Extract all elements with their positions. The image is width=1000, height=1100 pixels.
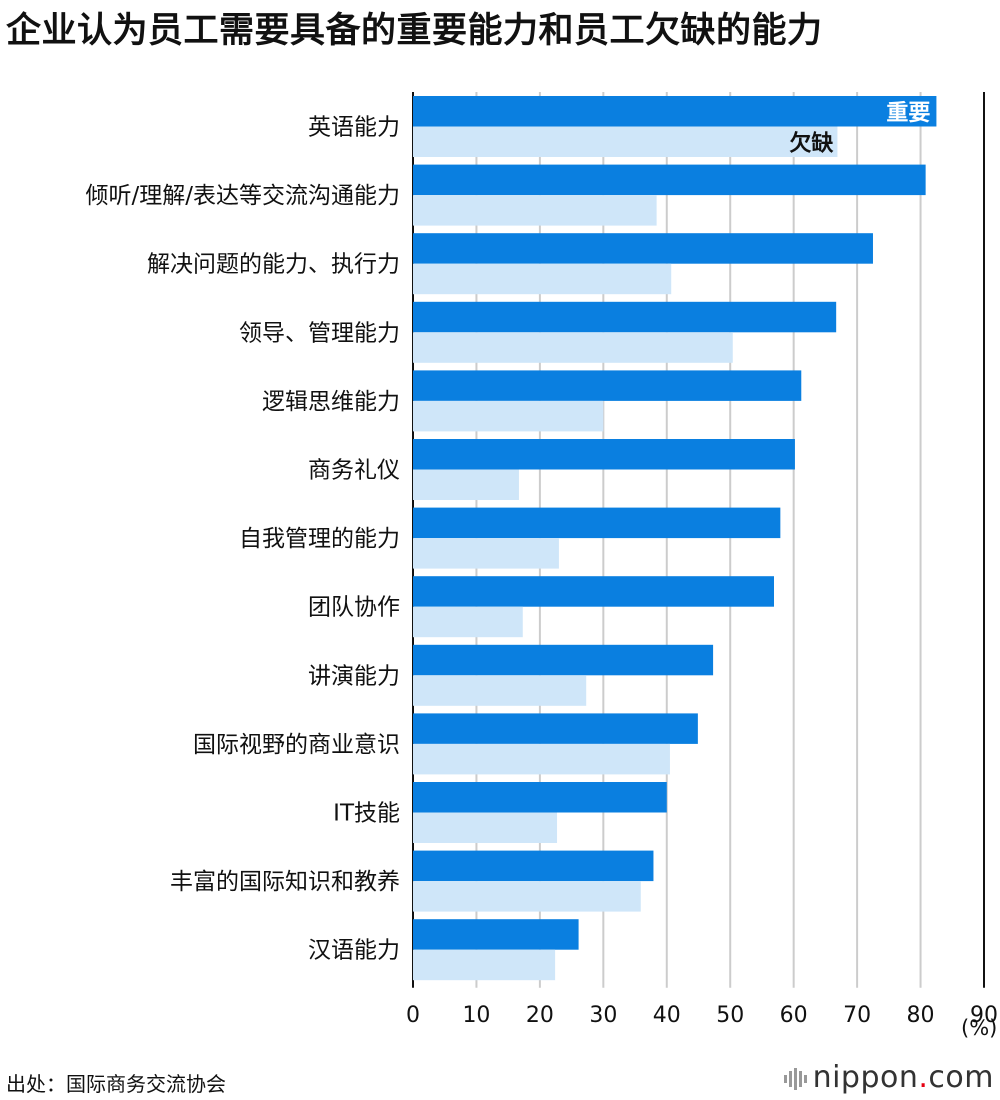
category-label-10: IT技能 — [333, 801, 400, 827]
bar-important-11 — [413, 850, 654, 882]
x-tick-label-50: 50 — [716, 1003, 744, 1028]
chart-title: 企业认为员工需要具备的重要能力和员工欠缺的能力 — [6, 11, 823, 51]
bars — [413, 96, 937, 981]
x-axis-unit: (%) — [961, 1016, 998, 1040]
bar-important-0 — [413, 96, 937, 127]
category-label-7: 团队协作 — [308, 595, 400, 621]
x-tick-label-40: 40 — [653, 1003, 681, 1028]
bar-lacking-11 — [413, 881, 641, 912]
bar-important-5 — [413, 439, 795, 470]
bar-lacking-7 — [413, 606, 523, 638]
x-tick-label-60: 60 — [780, 1003, 808, 1028]
x-tick-label-10: 10 — [462, 1003, 490, 1028]
source-note: 出处：国际商务交流协会 — [6, 1072, 226, 1096]
x-tick-label-20: 20 — [526, 1003, 554, 1028]
bar-lacking-1 — [413, 195, 657, 226]
brand-dot: . — [918, 1060, 929, 1095]
bar-important-10 — [413, 782, 667, 813]
x-tick-label-30: 30 — [589, 1003, 617, 1028]
bar-important-7 — [413, 576, 774, 607]
bar-important-8 — [413, 644, 714, 676]
category-label-5: 商务礼仪 — [308, 458, 400, 484]
brand-logo: nippon.com — [783, 1060, 994, 1095]
bar-lacking-8 — [413, 675, 587, 706]
bar-important-6 — [413, 507, 781, 539]
category-label-11: 丰富的国际知识和教养 — [170, 869, 400, 895]
brand-suffix: com — [928, 1060, 994, 1095]
category-label-3: 领导、管理能力 — [239, 320, 400, 346]
category-label-8: 讲演能力 — [308, 663, 400, 689]
bar-important-4 — [413, 370, 802, 401]
bar-lacking-3 — [413, 332, 733, 363]
bar-important-12 — [413, 919, 579, 950]
x-axis-ticks: 0 10 20 30 40 50 60 70 80 90 — [406, 1003, 998, 1028]
category-label-12: 汉语能力 — [308, 938, 400, 964]
category-labels: 英语能力倾听/理解/表达等交流沟通能力解决问题的能力、执行力领导、管理能力逻辑思… — [86, 115, 401, 964]
legend-important: 重要 — [886, 101, 930, 126]
brand-mark-icon — [783, 1067, 807, 1090]
x-tick-label-70: 70 — [843, 1003, 871, 1028]
bar-important-1 — [413, 164, 926, 196]
category-label-6: 自我管理的能力 — [239, 526, 400, 552]
bar-lacking-12 — [413, 949, 556, 981]
category-label-4: 逻辑思维能力 — [262, 389, 400, 415]
x-tick-label-0: 0 — [406, 1003, 420, 1028]
x-tick-label-80: 80 — [907, 1003, 935, 1028]
category-label-0: 英语能力 — [308, 115, 400, 141]
legend-lacking: 欠缺 — [789, 131, 834, 157]
bar-important-3 — [413, 301, 837, 333]
bar-lacking-6 — [413, 538, 559, 569]
bar-lacking-2 — [413, 263, 672, 295]
bar-important-2 — [413, 233, 873, 264]
bar-lacking-4 — [413, 400, 604, 432]
category-label-1: 倾听/理解/表达等交流沟通能力 — [86, 183, 401, 209]
bar-lacking-0 — [413, 126, 838, 157]
bar-lacking-10 — [413, 812, 558, 843]
bar-lacking-5 — [413, 469, 519, 500]
bar-important-9 — [413, 713, 698, 744]
bar-lacking-9 — [413, 743, 670, 775]
category-label-2: 解决问题的能力、执行力 — [147, 252, 400, 278]
x-tick-label-90: 90 — [970, 1003, 998, 1028]
category-label-9: 国际视野的商业意识 — [193, 732, 400, 758]
brand-name: nippon — [812, 1060, 919, 1095]
